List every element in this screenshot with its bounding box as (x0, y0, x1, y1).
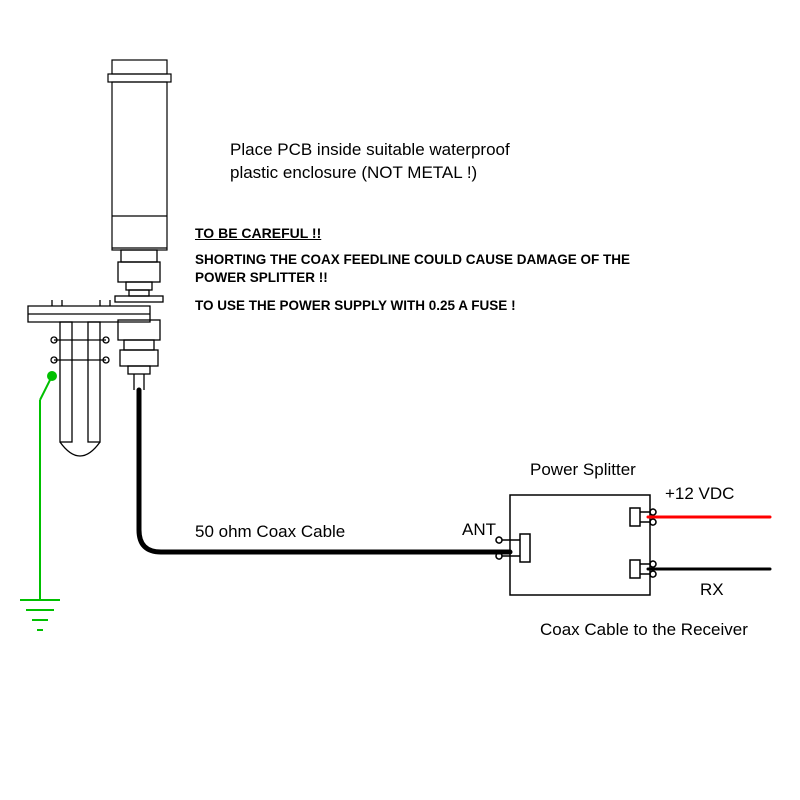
label-vdc: +12 VDC (665, 484, 734, 504)
power-splitter-box (510, 495, 650, 595)
warning-line1: SHORTING THE COAX FEEDLINE COULD CAUSE D… (195, 252, 630, 267)
note-enclosure-line2: plastic enclosure (NOT METAL !) (230, 163, 477, 183)
ground-wire (20, 372, 60, 630)
warning-line3: TO USE THE POWER SUPPLY WITH 0.25 A FUSE… (195, 298, 516, 313)
label-footer: Coax Cable to the Receiver (540, 620, 748, 640)
note-enclosure-line1: Place PCB inside suitable waterproof (230, 140, 510, 160)
warning-line2: POWER SPLITTER !! (195, 270, 328, 285)
label-rx: RX (700, 580, 724, 600)
warning-heading: TO BE CAREFUL !! (195, 225, 321, 241)
label-coax: 50 ohm Coax Cable (195, 522, 345, 542)
ant-terminal (496, 534, 530, 562)
antenna-enclosure (108, 60, 171, 250)
antenna-connector (115, 250, 163, 302)
label-ant: ANT (462, 520, 496, 540)
label-splitter: Power Splitter (530, 460, 636, 480)
wiring-diagram (0, 0, 800, 800)
